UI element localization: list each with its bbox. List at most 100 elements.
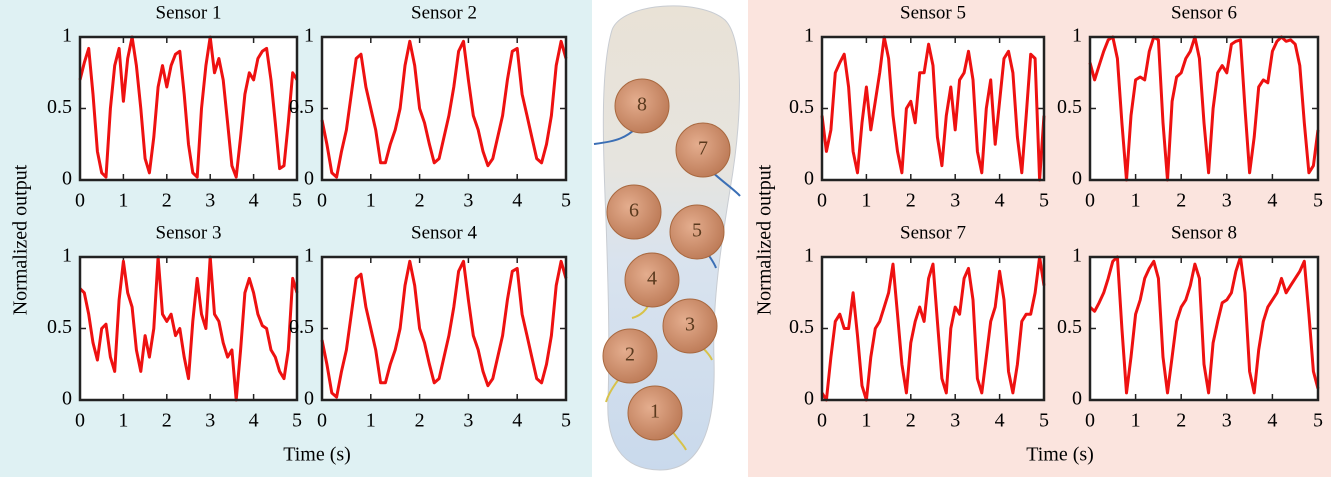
x-tick-label: 4: [512, 410, 522, 432]
x-tick-label: 1: [1131, 190, 1141, 212]
y-tick-label: 0: [1072, 388, 1082, 410]
data-line: [320, 259, 568, 399]
x-tick-label: 4: [249, 410, 259, 432]
x-tick-label: 0: [317, 190, 327, 212]
x-tick-label: 3: [205, 410, 215, 432]
data-line: [1088, 255, 1320, 395]
x-tick-label: 5: [1313, 190, 1323, 212]
x-tick-label: 0: [817, 190, 827, 212]
y-tick-label: 0: [304, 168, 314, 190]
y-axis-label: Normalized output: [10, 164, 32, 315]
y-tick-label: 1: [804, 25, 814, 47]
chart-title: Sensor 6: [1171, 2, 1237, 23]
sensor-pad: [606, 184, 662, 240]
plot-frame: [1088, 35, 1320, 182]
sensor-pad: [675, 122, 731, 178]
x-axis-label: Time (s): [283, 444, 351, 466]
insole: 1 2 3 4 5 6 7 8: [593, 5, 741, 471]
x-tick-label: 5: [292, 190, 302, 212]
x-tick-label: 0: [317, 410, 327, 432]
y-tick-label: 0.5: [289, 96, 314, 118]
sensor-number: 5: [692, 220, 702, 242]
x-tick-label: 0: [817, 410, 827, 432]
chart-title: Sensor 8: [1171, 222, 1237, 243]
y-tick-label: 1: [62, 245, 72, 267]
sensor-number: 3: [685, 314, 695, 336]
chart-title: Sensor 5: [900, 2, 966, 23]
sensor-pad: [662, 298, 718, 354]
x-tick-label: 0: [75, 190, 85, 212]
data-line: [78, 35, 299, 179]
y-tick-label: 0: [62, 388, 72, 410]
data-line: [1088, 35, 1320, 182]
y-tick-label: 0.5: [289, 316, 314, 338]
y-tick-label: 0: [62, 168, 72, 190]
plot-area: [80, 37, 297, 180]
x-axis-label: Time (s): [1026, 444, 1094, 466]
x-tick-label: 0: [75, 410, 85, 432]
y-tick-label: 0: [304, 388, 314, 410]
x-tick-label: 4: [1267, 410, 1277, 432]
x-tick-label: 4: [1267, 190, 1277, 212]
chart-title: Sensor 2: [411, 2, 477, 23]
plot-area: [322, 37, 566, 180]
x-tick-label: 3: [1222, 190, 1232, 212]
x-tick-label: 2: [162, 190, 172, 212]
plot-frame: [78, 35, 299, 182]
x-tick-label: 3: [1222, 410, 1232, 432]
y-tick-label: 1: [304, 25, 314, 47]
x-tick-label: 2: [162, 410, 172, 432]
x-tick-label: 1: [861, 190, 871, 212]
y-tick-label: 0.5: [1057, 96, 1082, 118]
x-tick-label: 2: [906, 190, 916, 212]
y-tick-label: 1: [62, 25, 72, 47]
x-tick-label: 4: [995, 190, 1005, 212]
x-tick-label: 3: [950, 190, 960, 212]
x-tick-label: 1: [366, 190, 376, 212]
y-tick-label: 1: [304, 245, 314, 267]
y-axis-label: Normalized output: [754, 164, 776, 315]
chart-title: Sensor 3: [156, 222, 222, 243]
y-tick-label: 0: [804, 388, 814, 410]
y-tick-label: 0: [804, 168, 814, 190]
x-tick-label: 1: [1131, 410, 1141, 432]
x-tick-label: 5: [1313, 410, 1323, 432]
sensor-number: 6: [629, 200, 639, 222]
x-tick-label: 1: [118, 190, 128, 212]
y-tick-label: 0.5: [1057, 316, 1082, 338]
y-tick-label: 0.5: [47, 316, 72, 338]
sensor-number: 1: [650, 401, 660, 423]
x-tick-label: 0: [1085, 410, 1095, 432]
x-tick-label: 4: [995, 410, 1005, 432]
y-tick-label: 0: [1072, 168, 1082, 190]
x-tick-label: 5: [561, 190, 571, 212]
plot-frame: [1088, 255, 1320, 402]
plot-frame: [320, 35, 568, 182]
x-tick-label: 1: [118, 410, 128, 432]
data-line: [78, 255, 299, 402]
x-tick-label: 2: [415, 410, 425, 432]
y-tick-label: 1: [1072, 25, 1082, 47]
chart-title: Sensor 4: [411, 222, 477, 243]
sensor-pad: [627, 385, 683, 441]
x-tick-label: 2: [906, 410, 916, 432]
y-tick-label: 0.5: [47, 96, 72, 118]
sensor-pad: [624, 252, 680, 308]
x-tick-label: 2: [1176, 410, 1186, 432]
x-tick-label: 5: [1039, 190, 1049, 212]
x-tick-label: 1: [861, 410, 871, 432]
x-tick-label: 3: [463, 190, 473, 212]
plot-frame: [820, 35, 1046, 182]
plot-area: [322, 257, 566, 400]
x-tick-label: 3: [463, 410, 473, 432]
x-tick-label: 3: [950, 410, 960, 432]
sensor-pad: [669, 204, 725, 260]
data-line: [820, 35, 1046, 182]
x-tick-label: 5: [292, 410, 302, 432]
y-tick-label: 1: [1072, 245, 1082, 267]
x-tick-label: 5: [561, 410, 571, 432]
chart-title: Sensor 7: [900, 222, 966, 243]
sensor-number: 2: [625, 344, 635, 366]
sensor-number: 7: [698, 138, 708, 160]
